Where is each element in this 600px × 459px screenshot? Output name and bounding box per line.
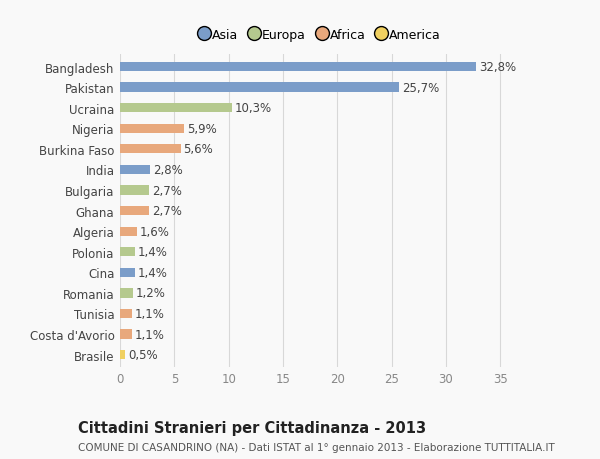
Legend: Asia, Europa, Africa, America: Asia, Europa, Africa, America [196, 24, 446, 47]
Bar [120, 309, 132, 319]
Bar [120, 350, 125, 359]
Text: 1,1%: 1,1% [134, 308, 164, 320]
Text: Cittadini Stranieri per Cittadinanza - 2013: Cittadini Stranieri per Cittadinanza - 2… [78, 420, 426, 435]
Bar [120, 104, 232, 113]
Bar [120, 268, 135, 277]
Bar [120, 63, 476, 72]
Text: 1,2%: 1,2% [136, 287, 166, 300]
Text: 1,4%: 1,4% [138, 266, 168, 279]
Text: 32,8%: 32,8% [479, 61, 516, 74]
Bar [120, 207, 149, 216]
Text: 1,4%: 1,4% [138, 246, 168, 259]
Bar [120, 247, 135, 257]
Text: 1,6%: 1,6% [140, 225, 170, 238]
Bar [120, 84, 399, 93]
Text: 5,9%: 5,9% [187, 123, 217, 135]
Bar [120, 289, 133, 298]
Text: 25,7%: 25,7% [402, 81, 439, 95]
Text: COMUNE DI CASANDRINO (NA) - Dati ISTAT al 1° gennaio 2013 - Elaborazione TUTTITA: COMUNE DI CASANDRINO (NA) - Dati ISTAT a… [78, 442, 555, 452]
Text: 0,5%: 0,5% [128, 348, 158, 361]
Text: 2,7%: 2,7% [152, 205, 182, 218]
Text: 2,7%: 2,7% [152, 184, 182, 197]
Text: 10,3%: 10,3% [235, 102, 272, 115]
Bar [120, 165, 151, 175]
Text: 5,6%: 5,6% [184, 143, 214, 156]
Bar [120, 145, 181, 154]
Bar [120, 124, 184, 134]
Text: 2,8%: 2,8% [153, 163, 183, 177]
Bar [120, 330, 132, 339]
Bar [120, 227, 137, 236]
Bar [120, 186, 149, 195]
Text: 1,1%: 1,1% [134, 328, 164, 341]
